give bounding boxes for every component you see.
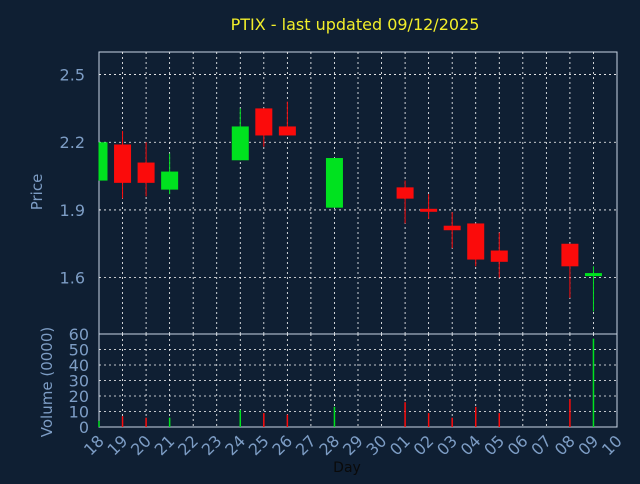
candle-body (114, 144, 132, 183)
candle-body (584, 273, 602, 277)
volume-tick-label: 30 (69, 372, 89, 391)
price-panel: 2.5 2.2 1.9 1.6 (60, 51, 618, 335)
candle-body (137, 162, 155, 183)
candle-body (161, 171, 179, 190)
chart-title: PTIX - last updated 09/12/2025 (231, 15, 480, 34)
candle-body (490, 250, 508, 262)
volume-tick-label: 50 (69, 341, 89, 360)
price-tick-label: 1.6 (60, 269, 85, 288)
candle-body (231, 126, 249, 161)
volume-tick-label: 60 (69, 325, 89, 344)
candle-body (467, 223, 485, 260)
volume-tick-label: 40 (69, 356, 89, 375)
candle-body (255, 108, 273, 136)
candle-body (325, 158, 343, 208)
price-tick-label: 1.9 (60, 201, 85, 220)
price-tick-label: 2.5 (60, 66, 85, 85)
candle-body (443, 225, 461, 231)
candle-body (99, 142, 108, 181)
candle-body (396, 187, 414, 199)
volume-tick-label: 20 (69, 387, 89, 406)
candle-body (278, 126, 296, 136)
volume-tick-label: 0 (79, 418, 89, 437)
x-axis-title: Day (333, 460, 361, 476)
candle-body (561, 243, 579, 267)
candle-body (420, 208, 438, 212)
price-axis-title: Price (28, 174, 46, 211)
volume-axis-title: Volume (0000) (38, 327, 56, 437)
volume-tick-label: 10 (69, 403, 89, 422)
price-tick-label: 2.2 (60, 133, 85, 152)
